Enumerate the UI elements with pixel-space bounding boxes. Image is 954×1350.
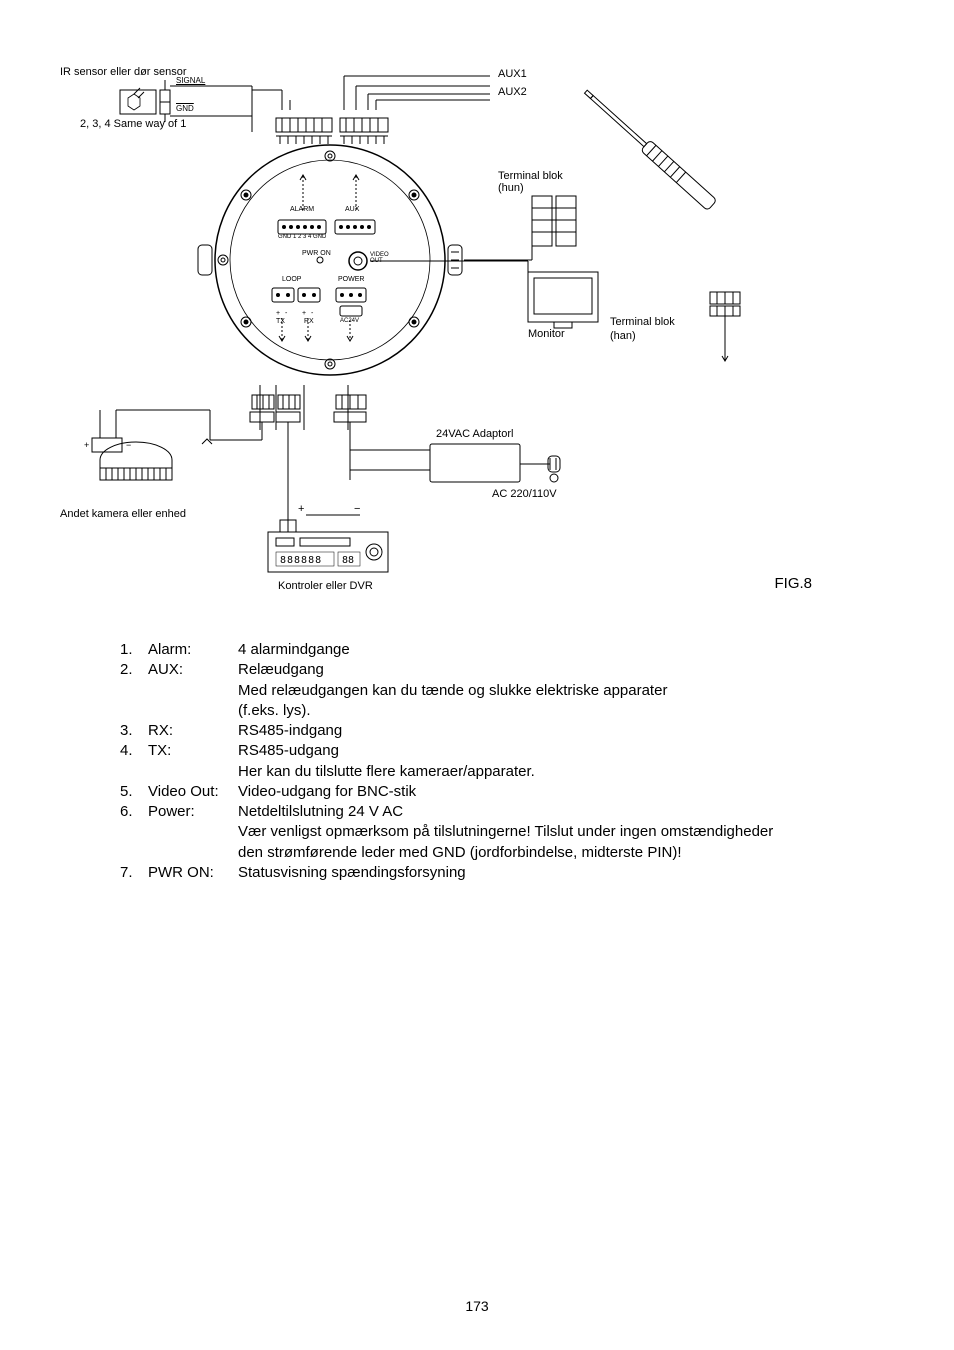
pcb-aux: AUX [345,206,359,213]
list-label: RX: [148,721,238,741]
label-terminal-han: Terminal blok [610,316,675,328]
svg-text:+: + [298,503,304,515]
list-desc: den strømførende leder med GND (jordforb… [238,843,894,863]
svg-text:−: − [354,503,360,515]
list-row: Med relæudgangen kan du tænde og slukke … [120,681,894,701]
list-row: 3.RX:RS485-indgang [120,721,894,741]
list-num: 5. [120,782,148,802]
label-same-way: 2, 3, 4 Same way of 1 [80,118,186,130]
list-row: 6.Power:Netdeltilslutning 24 V AC [120,802,894,822]
label-kontrol: Kontroler eller DVR [278,580,373,592]
label-gnd: GND [176,104,194,113]
label-ac: AC 220/110V [492,488,557,500]
list-desc: 4 alarmindgange [238,640,894,660]
list-desc: Netdeltilslutning 24 V AC [238,802,894,822]
list-row: 1.Alarm:4 alarmindgange [120,640,894,660]
svg-text:888888: 888888 [280,555,322,566]
label-andet: Andet kamera eller enhed [60,508,186,520]
svg-text:+: + [276,310,280,317]
list-row: 2.AUX:Relæudgang [120,660,894,680]
list-num: 1. [120,640,148,660]
list-num: 4. [120,741,148,761]
list-label: AUX: [148,660,238,680]
list-label: Power: [148,802,238,822]
list-label [148,701,238,721]
list-desc: Relæudgang [238,660,894,680]
label-monitor: Monitor [528,328,565,340]
list-num: 2. [120,660,148,680]
list-desc: RS485-indgang [238,721,894,741]
label-han: (han) [610,330,636,342]
pcb-gnd-ticks: GND 1 2 3 4 GND [278,234,326,240]
list-label [148,822,238,842]
svg-text:+: + [302,310,306,317]
svg-text:-: - [311,310,314,317]
list-desc: Statusvisning spændingsforsyning [238,863,894,883]
list-desc: Video-udgang for BNC-stik [238,782,894,802]
list-desc: Vær venligst opmærksom på tilslutningern… [238,822,894,842]
pcb-power: POWER [338,276,364,283]
pcb-loop: LOOP [282,276,301,283]
list-desc: Her kan du tilslutte flere kameraer/appa… [238,762,894,782]
list-desc: RS485-udgang [238,741,894,761]
list-num [120,843,148,863]
wiring-diagram: +- +- [60,40,840,600]
label-adaptor: 24VAC Adaptorl [436,428,513,440]
list-num [120,681,148,701]
list-row: 7.PWR ON:Statusvisning spændingsforsynin… [120,863,894,883]
label-aux2: AUX2 [498,86,527,98]
list-row: Vær venligst opmærksom på tilslutningern… [120,822,894,842]
pcb-ac24v: AC24V [340,318,359,324]
list-label [148,762,238,782]
list-num [120,822,148,842]
pcb-alarm: ALARM [290,206,314,213]
svg-text:+: + [84,440,89,450]
list-label: Video Out: [148,782,238,802]
label-signal: SIGNAL [176,76,205,85]
list-num: 6. [120,802,148,822]
pcb-rx: RX [304,318,314,325]
list-desc: (f.eks. lys). [238,701,894,721]
list-row: Her kan du tilslutte flere kameraer/appa… [120,762,894,782]
list-label: PWR ON: [148,863,238,883]
list-label [148,843,238,863]
terminal-list: 1.Alarm:4 alarmindgange2.AUX:RelæudgangM… [120,640,894,883]
svg-text:−: − [126,440,131,450]
list-row: 4.TX:RS485-udgang [120,741,894,761]
list-label: Alarm: [148,640,238,660]
list-num: 3. [120,721,148,741]
list-row: (f.eks. lys). [120,701,894,721]
list-num: 7. [120,863,148,883]
list-num [120,762,148,782]
pcb-tx: TX [276,318,285,325]
figure-label: FIG.8 [774,575,812,592]
svg-text:-: - [285,310,288,317]
page-number: 173 [0,1298,954,1314]
pcb-pwron: PWR ON [302,250,331,257]
list-row: 5.Video Out:Video-udgang for BNC-stik [120,782,894,802]
list-num [120,701,148,721]
label-terminal-hun: Terminal blok (hun) [498,170,563,194]
list-desc: Med relæudgangen kan du tænde og slukke … [238,681,894,701]
list-label: TX: [148,741,238,761]
pcb-video-out: VIDEO OUT [370,252,389,264]
label-ir-sensor: IR sensor eller dør sensor [60,66,187,78]
svg-text:88: 88 [342,555,354,566]
list-label [148,681,238,701]
list-row: den strømførende leder med GND (jordforb… [120,843,894,863]
label-aux1: AUX1 [498,68,527,80]
